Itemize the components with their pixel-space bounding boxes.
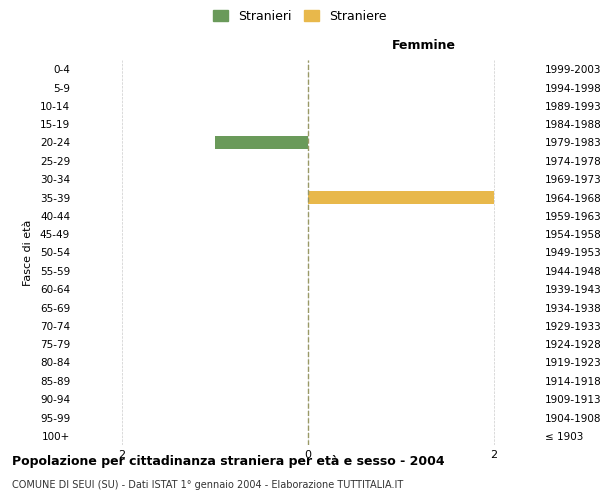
Bar [308, 191, 493, 204]
Y-axis label: Fasce di età: Fasce di età [23, 220, 33, 286]
Text: COMUNE DI SEUI (SU) - Dati ISTAT 1° gennaio 2004 - Elaborazione TUTTITALIA.IT: COMUNE DI SEUI (SU) - Dati ISTAT 1° genn… [12, 480, 403, 490]
Text: Femmine: Femmine [392, 40, 456, 52]
Bar [215, 136, 308, 149]
Legend: Stranieri, Straniere: Stranieri, Straniere [209, 6, 391, 26]
Text: Popolazione per cittadinanza straniera per età e sesso - 2004: Popolazione per cittadinanza straniera p… [12, 455, 445, 468]
